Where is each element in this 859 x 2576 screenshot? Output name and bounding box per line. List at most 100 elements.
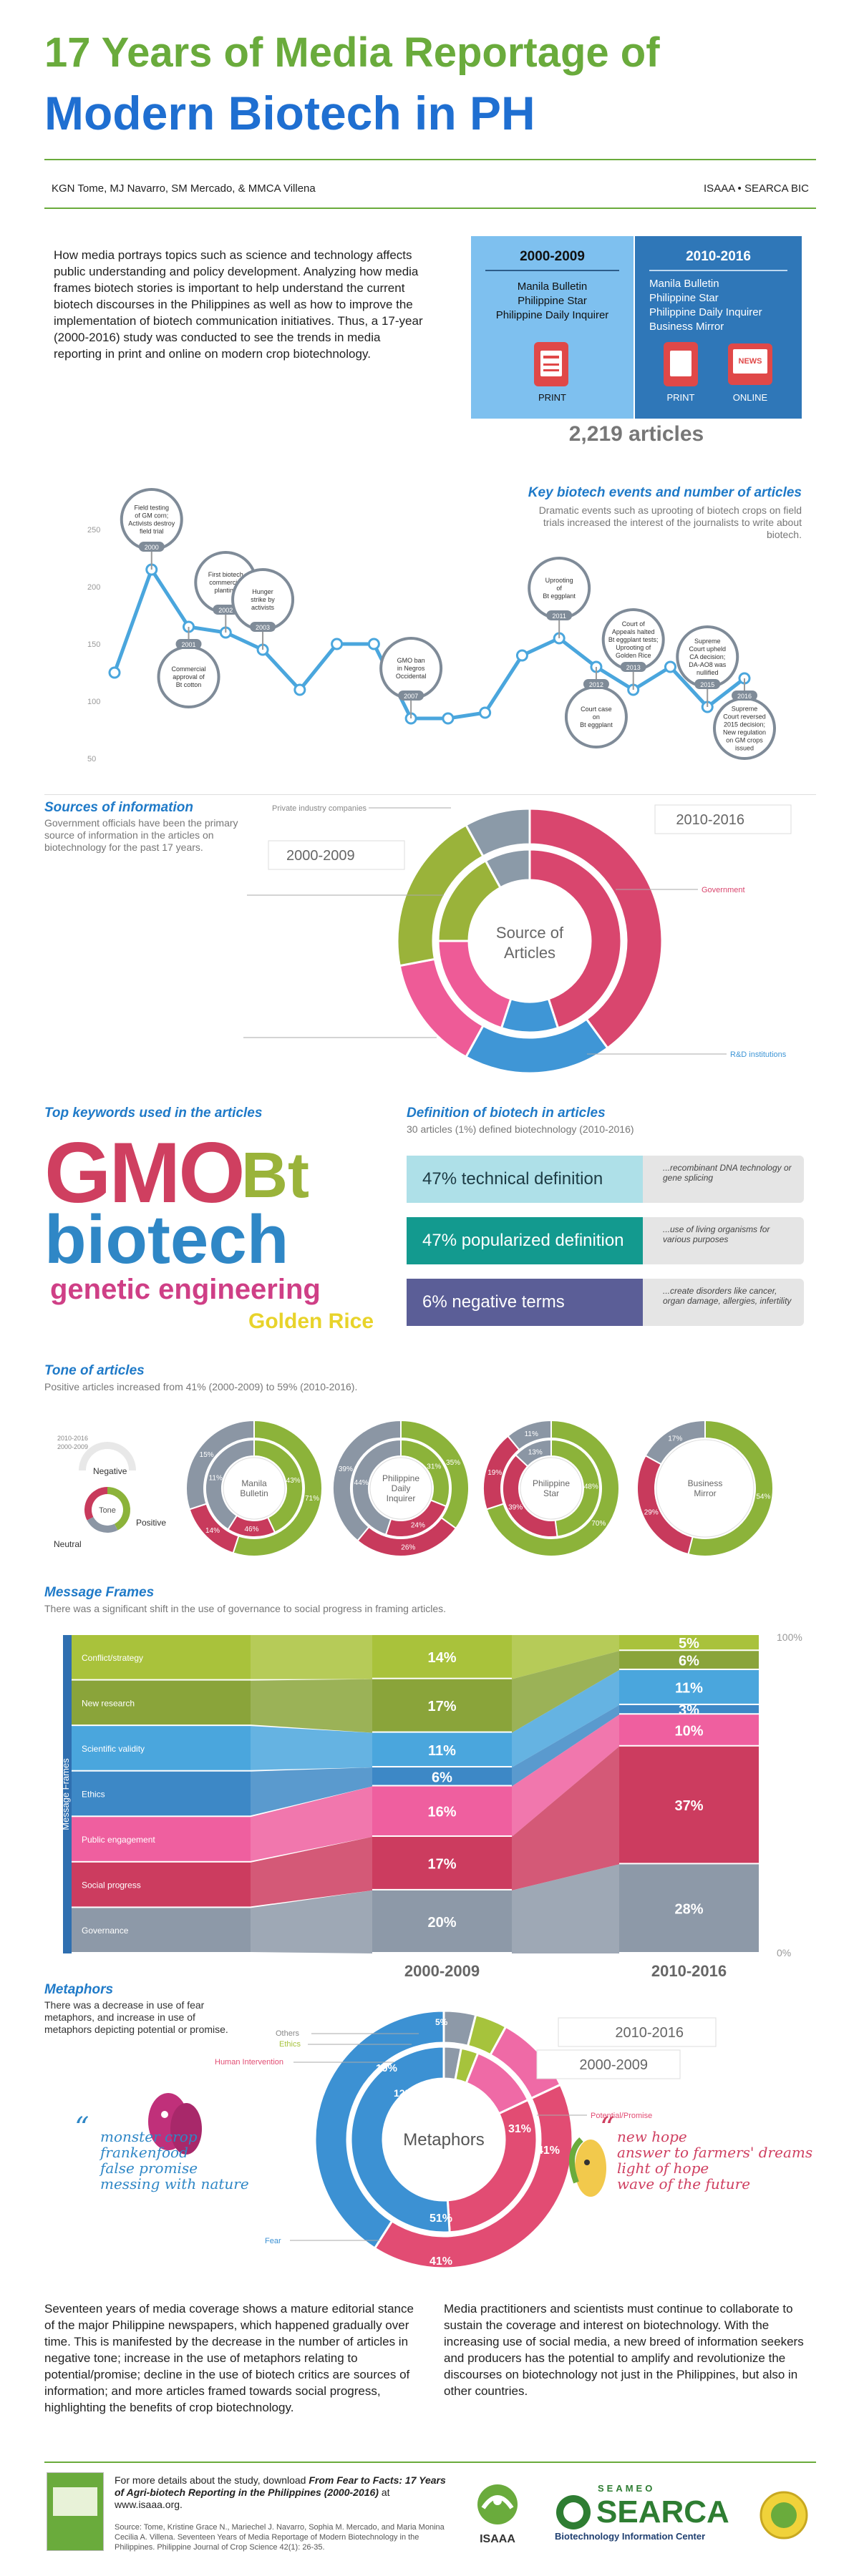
tone-pct: 35% xyxy=(446,1459,460,1467)
legend-center: Tone xyxy=(99,1506,116,1515)
event-year: 2007 xyxy=(404,693,418,700)
frame-pct-2010-2016: 37% xyxy=(674,1798,703,1814)
outer-segment-promise xyxy=(373,2083,574,2270)
data-point xyxy=(331,638,344,650)
frame-label-band xyxy=(72,1908,251,1952)
event-text: Appeals halted xyxy=(612,628,655,635)
event-text: strike by xyxy=(251,596,275,603)
frame-pct-2000-2009: 11% xyxy=(428,1743,456,1759)
frame-label-band xyxy=(72,1635,251,1679)
frame-flow xyxy=(512,1746,619,1890)
eye xyxy=(584,2160,590,2165)
keywords-title: Top keywords used in the articles xyxy=(44,1106,263,1121)
tone-segment-negative xyxy=(502,1454,558,1538)
period-outer-box xyxy=(654,804,792,834)
donut-hole-ring xyxy=(656,1439,754,1538)
pct-others: 5% xyxy=(435,2017,448,2027)
event-year-tag xyxy=(213,605,239,615)
label-human-intervention: Human Intervention xyxy=(215,2058,283,2067)
paper-name: Mirror xyxy=(694,1488,716,1498)
frames-side-label: Message Frames xyxy=(60,1758,71,1830)
axis-top: 100% xyxy=(777,1631,802,1643)
label-private: Private industry companies xyxy=(272,804,367,813)
frame-bar-2010-2016 xyxy=(619,1635,759,1650)
event-year: 2000 xyxy=(145,544,159,551)
corn-leaf xyxy=(568,2137,583,2184)
definition-label: 47% technical definition xyxy=(407,1156,643,1203)
frame-pct-2010-2016: 3% xyxy=(679,1703,699,1719)
metaphors-donut-chart: Metaphors 2010-2016 2000-2009 Others Ethics H… xyxy=(148,2009,717,2270)
fear-quote: “ monster crop frankenfood false promise… xyxy=(74,2112,249,2192)
event-year-tag xyxy=(138,542,165,552)
event-text: Uprooting xyxy=(545,577,573,584)
event-text: Commercial xyxy=(172,665,206,673)
data-point xyxy=(442,712,455,725)
frame-flow xyxy=(251,1786,372,1861)
period-2000-2009-panel: 2000-2009 Manila Bulletin Philippine Sta… xyxy=(471,236,634,419)
frame-bar-2010-2016 xyxy=(619,1651,759,1669)
source-donut-chart: Source of Articles 2010-2016 2000-2009 Priva… xyxy=(243,804,792,1075)
keyword-cloud: GMO Bt biotech genetic engineering Golde… xyxy=(44,1123,381,1338)
print-label: PRINT xyxy=(666,392,695,403)
frame-flow xyxy=(512,1864,619,1953)
pct-outer-promise: 41% xyxy=(537,2145,560,2157)
label-fear: Fear xyxy=(265,2237,281,2245)
tone-segment-neutral xyxy=(332,1419,402,1542)
frame-flow xyxy=(512,1704,619,1787)
definition-title: Definition of biotech in articles xyxy=(407,1106,606,1121)
frame-name: Conflict/strategy xyxy=(82,1653,143,1663)
pct-inner-promise: 31% xyxy=(508,2123,531,2135)
event-year: 2016 xyxy=(737,693,752,700)
event-text: Court reversed xyxy=(723,713,766,721)
event-year: 2013 xyxy=(626,664,641,671)
tone-donut-charts: Tone Negative Positive Neutral 2010-20162000… xyxy=(54,1419,774,1557)
header-divider-2 xyxy=(44,208,816,209)
axis-bottom: 0% xyxy=(777,1947,791,1958)
definition-row: 47% popularized definition ...use of livi… xyxy=(407,1217,804,1264)
frame-pct-2000-2009: 16% xyxy=(427,1805,456,1820)
footer-divider xyxy=(44,2462,816,2463)
event-text: activists xyxy=(251,604,275,611)
paper-name: Manila xyxy=(241,1478,267,1488)
event-text: Supreme xyxy=(732,706,758,713)
event-text: nullified xyxy=(697,669,719,676)
event-year: 2003 xyxy=(256,624,270,631)
tone-pct: 19% xyxy=(487,1469,502,1477)
donut-hole-ring xyxy=(369,1457,432,1520)
event-year-tag xyxy=(694,679,721,689)
title-line1: 17 Years of Media Reportage of xyxy=(44,29,660,76)
tone-pct-inner: 43% xyxy=(286,1477,301,1485)
label-ethics: Ethics xyxy=(279,2040,301,2049)
paper-name: Inquirer xyxy=(387,1493,416,1503)
data-point xyxy=(479,706,492,719)
key-events-subtitle: Dramatic events such as uprooting of bio… xyxy=(538,504,802,540)
frame-label-band xyxy=(72,1771,251,1816)
frame-name: Governance xyxy=(82,1926,129,1936)
frame-bar-2000-2009 xyxy=(372,1890,512,1952)
frame-flow xyxy=(251,1836,372,1907)
label-potential-promise: Potential/Promise xyxy=(591,2112,652,2120)
legend-neutral xyxy=(87,1516,118,1533)
data-point xyxy=(664,660,676,673)
event-text: on xyxy=(593,713,600,721)
event-text: commercial xyxy=(209,579,242,586)
keyword-gmo: GMO xyxy=(44,1125,246,1221)
frame-pct-2000-2009: 6% xyxy=(432,1770,452,1785)
metaphors-subtitle: There was a decrease in use of fear meta… xyxy=(44,1999,228,2035)
message-frames-chart: Message Frames Conflict/strategy 14% 5% New … xyxy=(60,1631,802,1980)
frame-pct-2000-2009: 20% xyxy=(427,1915,456,1931)
definition-subtitle: 30 articles (1%) defined biotechnology (… xyxy=(407,1123,634,1135)
event-text: Activists destroy xyxy=(128,520,175,527)
legend-neutral-label: Neutral xyxy=(54,1539,82,1549)
frame-bar-2000-2009 xyxy=(372,1679,512,1732)
legend-positive-label: Positive xyxy=(136,1518,166,1528)
period-inner-box xyxy=(536,2049,681,2079)
tone-pct-inner: 46% xyxy=(244,1526,258,1533)
